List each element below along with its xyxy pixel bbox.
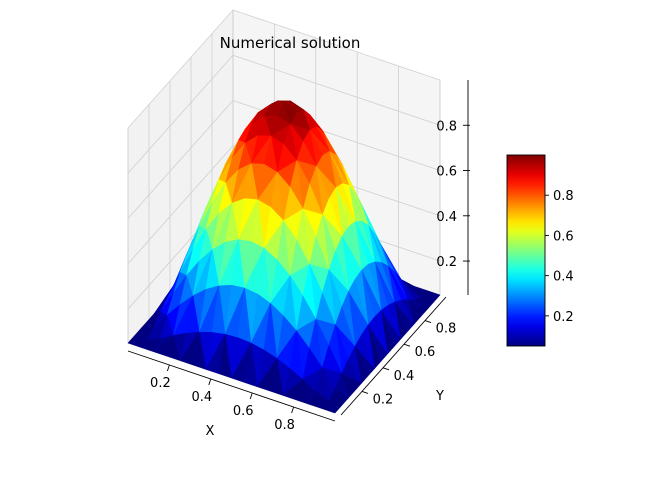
x-tick-label: 0.4 xyxy=(191,390,212,405)
y-axis-line xyxy=(340,296,447,416)
surface-facet xyxy=(295,378,310,405)
grid-line-back-z xyxy=(232,54,441,126)
grid-line-left-z xyxy=(127,100,234,219)
y-axis-label: Y xyxy=(435,389,444,404)
colorbar-tick-label: 0.6 xyxy=(553,229,574,244)
surface-facet xyxy=(218,334,232,379)
x-tick xyxy=(291,406,295,414)
z-tick-label: 0.2 xyxy=(436,255,457,270)
surface-facet xyxy=(192,332,206,370)
colorbar-tick-label: 0.4 xyxy=(553,270,574,285)
colorbar-gradient xyxy=(506,154,546,347)
chart-title: Numerical solution xyxy=(219,34,361,52)
surface-facet xyxy=(321,400,336,414)
y-tick xyxy=(424,320,432,324)
z-tick-label: 0.6 xyxy=(436,165,457,180)
y-tick-label: 0.4 xyxy=(394,369,415,384)
x-tick xyxy=(249,392,253,400)
z-tick-label: 0.8 xyxy=(436,119,457,134)
surface-facet xyxy=(270,358,284,396)
x-tick xyxy=(208,378,212,386)
grid-line-left-z xyxy=(127,54,234,174)
y-tick xyxy=(361,390,369,394)
colorbar-tick-label: 0.2 xyxy=(553,310,574,325)
surface-facet xyxy=(140,339,155,353)
surface-facet xyxy=(166,334,181,361)
x-tick-label: 0.8 xyxy=(274,418,295,433)
colorbar-tick-label: 0.8 xyxy=(553,189,574,204)
x-tick-label: 0.6 xyxy=(233,404,254,419)
x-axis-label: X xyxy=(206,424,215,439)
surface-mesh xyxy=(127,100,441,414)
grid-line-left-z xyxy=(127,145,234,265)
x-tick xyxy=(166,364,170,372)
y-tick-label: 0.6 xyxy=(415,345,436,360)
axes: 0.20.40.60.8X0.20.40.60.8Y0.20.40.60.8 xyxy=(127,80,470,439)
z-tick-label: 0.4 xyxy=(436,210,457,225)
y-tick-label: 0.2 xyxy=(373,392,394,407)
y-tick-label: 0.8 xyxy=(436,322,457,337)
colorbar: 0.2 0.4 0.6 0.8 xyxy=(506,154,574,347)
x-tick-label: 0.2 xyxy=(150,376,171,391)
x-axis-line xyxy=(127,350,336,422)
y-tick xyxy=(382,367,390,371)
surface-facet xyxy=(244,342,258,388)
y-tick xyxy=(403,343,411,347)
